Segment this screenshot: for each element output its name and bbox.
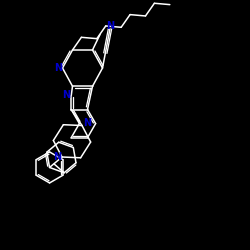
Text: N: N xyxy=(62,90,70,101)
Text: N: N xyxy=(53,152,61,162)
Text: N: N xyxy=(54,63,62,73)
Text: N: N xyxy=(83,118,91,128)
Text: N: N xyxy=(106,21,114,31)
